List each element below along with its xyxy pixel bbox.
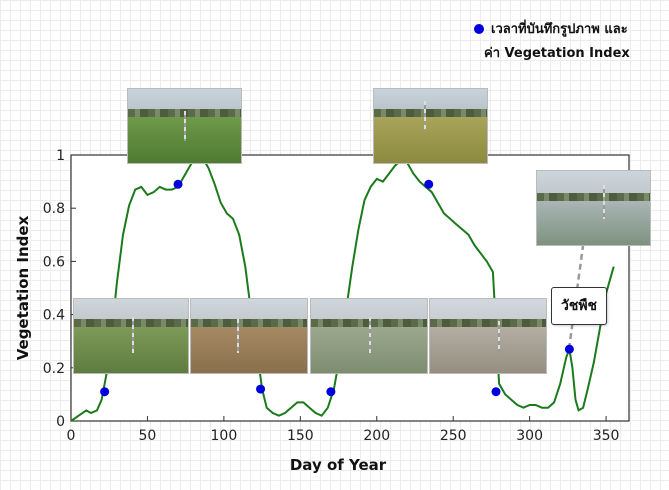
photo-point-group bbox=[100, 179, 574, 397]
y-tick-label: 0.6 bbox=[43, 254, 65, 270]
photo-capture-point bbox=[424, 179, 434, 189]
photo-capture-point bbox=[100, 387, 110, 397]
x-tick-label: 350 bbox=[593, 428, 620, 444]
field-photo-young-rice bbox=[73, 298, 189, 374]
field-photo-golden-rice bbox=[373, 88, 488, 164]
field-photo-transplanted bbox=[310, 298, 428, 374]
x-tick-label: 300 bbox=[516, 428, 543, 444]
photo-capture-point bbox=[173, 179, 183, 189]
legend-line-2: ค่า Vegetation Index bbox=[484, 46, 630, 61]
y-tick-label: 0 bbox=[56, 414, 65, 430]
x-tick-label: 50 bbox=[139, 428, 157, 444]
y-tick-group: 0 0.2 0.4 0.6 0.8 1 bbox=[43, 148, 76, 430]
legend-line-1: เวลาที่บันทึกรูปภาพ และ bbox=[491, 19, 628, 37]
photo-capture-point bbox=[326, 387, 336, 397]
x-tick-label: 200 bbox=[363, 428, 390, 444]
x-tick-group: 0 50 100 150 200 250 300 350 bbox=[67, 416, 620, 444]
photo-capture-point bbox=[564, 344, 574, 354]
y-tick-label: 0.2 bbox=[43, 361, 65, 377]
legend-marker bbox=[474, 24, 484, 34]
weed-annotation-label: วัชพืช bbox=[551, 287, 607, 325]
field-photo-fallow-wet bbox=[429, 298, 547, 374]
field-photo-flooded bbox=[536, 170, 651, 246]
y-tick-label: 0.4 bbox=[43, 308, 65, 324]
y-tick-label: 1 bbox=[56, 148, 65, 164]
x-tick-label: 100 bbox=[211, 428, 238, 444]
x-axis-title: Day of Year bbox=[290, 456, 387, 474]
photo-capture-point bbox=[256, 384, 266, 394]
y-axis-title: Vegetation Index bbox=[14, 215, 32, 360]
field-photo-harvested bbox=[190, 298, 308, 374]
x-tick-label: 0 bbox=[67, 428, 76, 444]
photo-capture-point bbox=[491, 387, 501, 397]
x-tick-label: 250 bbox=[440, 428, 467, 444]
field-photo-green-rice-1 bbox=[127, 88, 242, 164]
y-tick-label: 0.8 bbox=[43, 201, 65, 217]
x-tick-label: 150 bbox=[287, 428, 314, 444]
